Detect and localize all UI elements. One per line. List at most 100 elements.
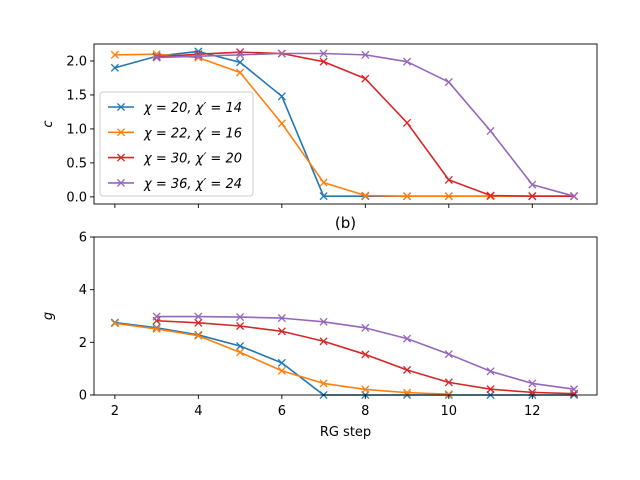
data-point-1-1-2-stroke-b [194, 331, 203, 340]
panel-top: 0.0 0.5 1.0 1.5 2.0 c χ = 20, χ′ = 14 χ = 22, χ… [41, 43, 598, 208]
data-point-0-1-3-stroke-b [236, 68, 245, 77]
axes-frame-0 [93, 43, 598, 205]
data-point-0-2-9 [528, 192, 537, 201]
legend-marker-0-stroke-b [116, 102, 126, 112]
data-point-1-1-4-stroke-b [277, 366, 286, 375]
data-point-0-3-9-stroke-b [528, 180, 537, 189]
data-point-0-2-4-stroke-b [319, 57, 328, 66]
data-point-1-1-2 [194, 331, 203, 340]
data-point-1-2-1 [194, 318, 203, 327]
data-point-1-1-6 [361, 385, 370, 394]
data-point-0-0-5 [319, 192, 328, 201]
data-point-1-1-0 [110, 319, 119, 328]
series-line-1-2 [156, 319, 575, 395]
data-point-1-0-4-stroke-b [277, 358, 286, 367]
data-point-0-1-4 [277, 119, 286, 128]
data-point-1-2-3 [277, 327, 286, 336]
data-point-0-1-3 [236, 68, 245, 77]
legend-label-1: χ = 22, χ′ = 16 [143, 126, 242, 141]
legend-label-0: χ = 20, χ′ = 14 [143, 101, 242, 116]
data-point-0-3-8-stroke-b [486, 126, 495, 136]
data-point-1-3-3-stroke-b [277, 314, 286, 323]
legend-marker-2-stroke-b [116, 153, 126, 162]
x-tick-label-1-2: 6 [278, 404, 286, 419]
data-point-0-1-6-stroke-b [361, 191, 370, 200]
data-point-0-1-8 [444, 192, 453, 201]
data-point-1-0-1-stroke-b [152, 323, 161, 332]
x-tick-label-1-0: 2 [111, 404, 119, 419]
y-tick-label-1-3: 6 [79, 231, 87, 246]
data-point-1-2-5 [361, 350, 370, 359]
data-point-0-2-5 [361, 74, 370, 83]
data-point-1-2-5-stroke-b [361, 350, 370, 359]
data-point-1-1-3-stroke-b [236, 348, 245, 357]
data-point-0-1-2 [194, 53, 203, 62]
data-point-0-1-6 [361, 191, 370, 200]
panel-title-1: (b) [335, 214, 356, 232]
data-point-1-0-4 [277, 358, 286, 367]
legend-marker-1 [116, 128, 126, 137]
data-point-1-2-2-stroke-b [236, 321, 245, 331]
y-tick-label-0-2: 1.0 [66, 122, 87, 137]
data-point-0-2-9-stroke-b [528, 192, 537, 201]
data-point-0-2-7 [444, 175, 453, 184]
legend-label-2: χ = 30, χ′ = 20 [143, 152, 242, 167]
data-point-0-3-10-stroke-b [569, 192, 579, 201]
data-point-1-3-10 [569, 385, 579, 394]
data-point-0-2-8-stroke-b [486, 191, 495, 200]
data-point-1-2-4 [319, 337, 328, 346]
data-point-0-3-1-stroke-b [194, 52, 203, 61]
data-point-0-1-7 [403, 192, 412, 201]
data-point-1-0-3-stroke-b [236, 341, 245, 351]
y-tick-label-0-3: 1.5 [66, 88, 87, 103]
x-tick-label-1-5: 12 [524, 404, 541, 419]
data-point-1-3-9-stroke-b [528, 379, 537, 388]
data-point-0-2-4 [319, 57, 328, 66]
data-point-1-1-1 [152, 324, 161, 333]
data-point-1-3-4-stroke-b [319, 317, 328, 326]
data-point-1-1-5-stroke-b [319, 379, 328, 388]
data-point-0-3-0-stroke-b [152, 53, 161, 62]
data-point-0-0-0-stroke-b [110, 63, 119, 72]
legend-marker-3 [116, 178, 126, 187]
data-point-0-1-0-stroke-b [110, 50, 119, 59]
data-point-0-2-7-stroke-b [444, 175, 453, 184]
data-point-1-3-3 [277, 314, 286, 323]
y-tick-label-1-2: 4 [79, 283, 87, 298]
data-point-0-2-6-stroke-b [403, 118, 412, 127]
data-point-0-1-1-stroke-b [152, 50, 161, 59]
y-tick-label-1-1: 2 [79, 336, 87, 351]
legend-marker-1-stroke-b [116, 128, 126, 137]
data-point-0-3-9 [528, 180, 537, 189]
y-axis-label-0: c [41, 120, 56, 127]
data-point-1-3-8 [486, 367, 495, 376]
data-point-1-3-2-stroke-b [236, 312, 245, 322]
legend: χ = 20, χ′ = 14 χ = 22, χ′ = 16 χ = 30, χ′… [99, 91, 254, 197]
data-point-1-3-7 [444, 350, 453, 359]
data-point-1-0-1 [152, 323, 161, 332]
data-point-1-3-5-stroke-b [361, 323, 370, 332]
x-axis-label-1: RG step [320, 425, 371, 440]
data-point-1-1-8 [444, 390, 453, 399]
data-point-0-2-5-stroke-b [361, 74, 370, 83]
data-point-0-3-6 [403, 57, 412, 66]
data-point-0-3-8 [486, 126, 495, 136]
legend-label-3: χ = 36, χ′ = 24 [143, 177, 242, 192]
data-point-0-2-8 [486, 191, 495, 200]
data-point-1-3-1-stroke-b [194, 312, 203, 321]
data-point-1-3-10-stroke-b [569, 385, 579, 394]
y-tick-label-0-4: 2.0 [66, 54, 87, 69]
data-point-0-2-6 [403, 118, 412, 127]
data-point-1-3-6 [403, 334, 412, 343]
data-point-0-3-7-stroke-b [444, 77, 453, 87]
data-point-0-0-3 [236, 58, 245, 67]
legend-marker-0 [116, 102, 126, 112]
data-point-1-2-7-stroke-b [444, 378, 453, 387]
data-point-1-1-0-stroke-b [110, 319, 119, 328]
y-axis-label-1: g [41, 312, 56, 320]
data-point-1-2-1-stroke-b [194, 318, 203, 327]
data-point-0-0-0 [110, 63, 119, 72]
data-point-1-1-4 [277, 366, 286, 375]
legend-box [99, 91, 254, 197]
